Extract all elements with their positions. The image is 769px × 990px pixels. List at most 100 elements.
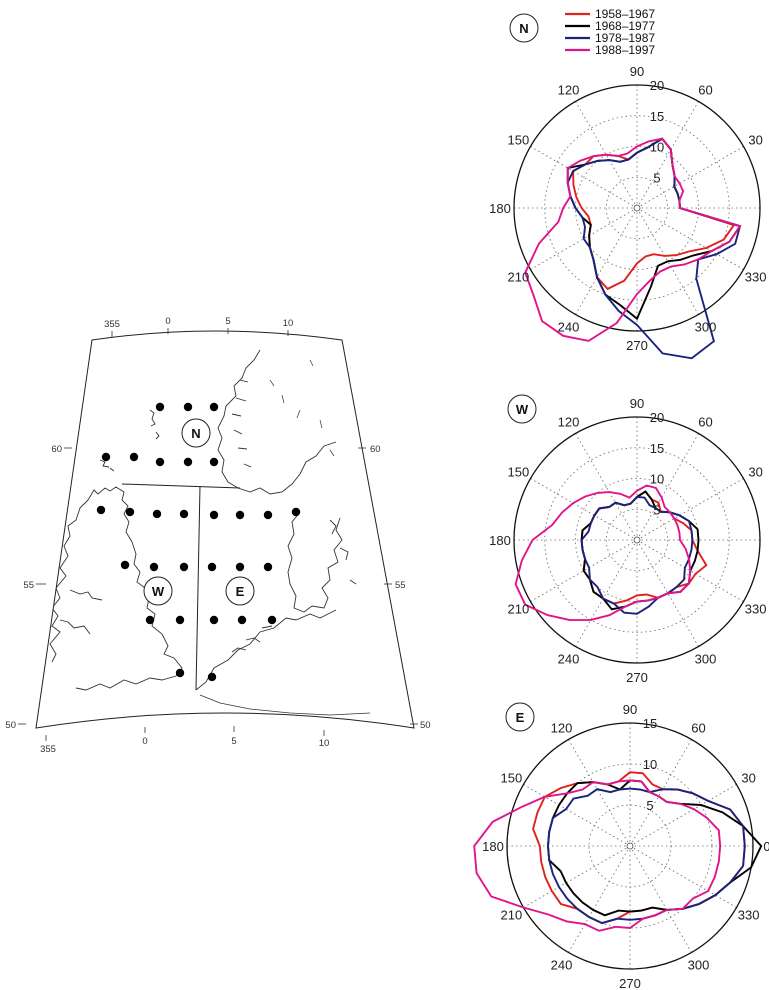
north-sea-map: N W E 355 0 5 10 355 0 5 10 60 55 50 60 … <box>5 316 430 755</box>
radial-tick-label: 5 <box>653 502 660 517</box>
radial-tick-label: 10 <box>650 472 664 487</box>
angular-gridline <box>629 784 737 847</box>
lon-label-top-5: 5 <box>225 316 230 327</box>
angle-label: 30 <box>741 771 755 786</box>
grid-point <box>209 402 219 412</box>
angle-label: 30 <box>748 133 762 148</box>
series-line-1988–1997 <box>514 484 692 622</box>
angle-label: 210 <box>508 270 530 285</box>
grid-point <box>263 562 273 572</box>
radial-tick-label: 15 <box>643 716 657 731</box>
angle-label: 270 <box>626 338 648 353</box>
radial-tick-label: 20 <box>650 78 664 93</box>
grid-point <box>149 562 159 572</box>
region-label-n: N <box>191 426 200 441</box>
polar-panel-e: E 0 30 60 90 120 150 180 210 240 270 300 330 5 10 15 <box>473 702 769 990</box>
grid-point <box>125 507 135 517</box>
angle-label: 30 <box>748 465 762 480</box>
angular-gridline <box>568 845 631 953</box>
legend: 1958–1967 1968–1977 1978–1987 1988–1997 <box>565 7 655 57</box>
angular-gridline <box>629 739 692 847</box>
continental-coast <box>195 609 337 691</box>
angle-label: 300 <box>695 320 717 335</box>
region-boundaries <box>121 483 241 691</box>
radial-gridline <box>544 447 730 633</box>
angle-label: 180 <box>489 533 511 548</box>
angle-label: 120 <box>551 720 573 735</box>
grid-point <box>145 615 155 625</box>
angle-label: 90 <box>630 396 644 411</box>
grid-point <box>120 560 130 570</box>
angle-label: 330 <box>745 602 767 617</box>
radial-tick-label: 10 <box>643 757 657 772</box>
grid-point <box>101 452 111 462</box>
map-frame <box>35 330 415 729</box>
lat-label-right-55: 55 <box>395 580 406 591</box>
series-line-1988–1997 <box>524 137 742 342</box>
angle-label: 300 <box>688 958 710 973</box>
angle-label: 270 <box>619 976 641 990</box>
angle-label: 240 <box>558 320 580 335</box>
grid-point <box>152 509 162 519</box>
polar-series <box>473 771 763 932</box>
grid-point <box>209 457 219 467</box>
panel-label: W <box>516 402 529 417</box>
angular-gridline <box>523 845 631 908</box>
angle-label: 240 <box>558 652 580 667</box>
map-ticks <box>18 328 418 741</box>
legend-label-1958: 1958–1967 <box>595 7 655 21</box>
lon-label-bottom-355: 355 <box>40 744 56 755</box>
angle-label: 210 <box>508 602 530 617</box>
lat-label-left-60: 60 <box>51 444 62 455</box>
grid-point <box>207 562 217 572</box>
grid-point <box>235 562 245 572</box>
angle-label: 270 <box>626 670 648 685</box>
grid-points <box>96 402 301 682</box>
series-line-1968–1977 <box>547 779 763 917</box>
grid-point <box>129 452 139 462</box>
angular-gridline <box>523 784 631 847</box>
angular-gridline <box>629 845 737 908</box>
lon-label-bottom-5: 5 <box>231 736 236 747</box>
radial-tick-label: 5 <box>653 170 660 185</box>
polar-series <box>524 137 742 360</box>
grid-point <box>291 507 301 517</box>
lat-label-right-50: 50 <box>420 720 431 731</box>
radial-tick-labels: 5 10 15 20 <box>650 410 664 517</box>
series-line-1988–1997 <box>473 779 722 932</box>
angle-label: 330 <box>738 908 760 923</box>
polar-outer-circle <box>513 416 761 664</box>
angle-label: 180 <box>482 839 504 854</box>
angle-label: 330 <box>745 270 767 285</box>
angle-label: 90 <box>623 702 637 717</box>
polar-outer-circle <box>513 84 761 332</box>
radial-tick-label: 10 <box>650 140 664 155</box>
angle-label: 180 <box>489 201 511 216</box>
angle-label: 120 <box>558 82 580 97</box>
angle-label: 240 <box>551 958 573 973</box>
lon-label-top-0: 0 <box>165 316 170 327</box>
radial-tick-label: 15 <box>650 109 664 124</box>
angle-label: 90 <box>630 64 644 79</box>
grid-point <box>235 510 245 520</box>
grid-point <box>179 562 189 572</box>
grid-point <box>207 672 217 682</box>
series-line-1968–1977 <box>566 137 742 321</box>
polar-center <box>633 204 641 212</box>
lon-label-bottom-0: 0 <box>142 736 147 747</box>
radial-tick-labels: 5 10 15 <box>643 716 657 813</box>
grid-point <box>179 509 189 519</box>
grid-point <box>209 615 219 625</box>
angle-label: 60 <box>698 82 712 97</box>
region-label-w: W <box>152 584 165 599</box>
panel-badge: E <box>505 702 535 732</box>
angular-gridline <box>636 101 699 209</box>
angle-label: 300 <box>695 652 717 667</box>
denmark-coast <box>287 511 343 613</box>
region-labels: N W E <box>143 418 255 606</box>
grid-point <box>175 668 185 678</box>
panel-badge: N <box>509 13 539 43</box>
